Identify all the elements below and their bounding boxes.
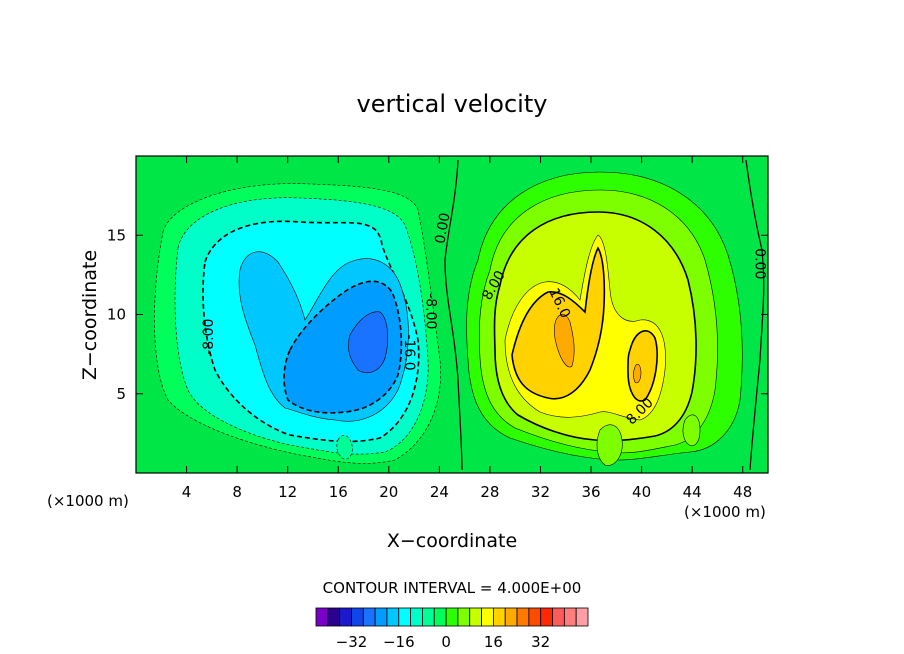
colorbar-swatch [492,607,506,627]
colorbar-swatch [504,607,518,627]
x-tick-label: 36 [581,483,600,501]
y-tick-label: 15 [107,226,126,244]
colorbar-swatch [528,607,542,627]
colorbar-tick-label: 32 [531,633,550,651]
x-tick-label: 8 [232,483,242,501]
x-tick-label: 32 [531,483,550,501]
colorbar-swatch [327,607,341,627]
colorbar-swatch [362,607,376,627]
colorbar-swatch [339,607,352,627]
contour-field [136,156,768,473]
colorbar-swatch [398,607,412,627]
colorbar-swatch [563,607,577,627]
x-tick-label: 4 [182,483,192,501]
colorbar-swatch [351,607,364,627]
colorbar-tick-label: 0 [441,633,451,651]
colorbar-swatch [552,607,565,627]
contour-fill-pos24 [553,313,575,368]
colorbar-swatch [469,607,482,627]
colorbar-swatch [457,607,471,627]
colorbar-swatch [516,607,530,627]
contour-bottom-blob-2 [596,424,623,466]
contour-fill-neg24 [348,311,389,373]
x-axis-ticks: 4 8 12 16 20 24 28 32 36 40 44 48 [182,156,752,501]
colorbar-tick-label: 16 [484,633,503,651]
contour-fill-pos24b [633,363,642,384]
contour-label: -8.00 [423,293,439,329]
colorbar-tick-label: −16 [383,633,415,651]
x-unit-right: (×1000 m) [684,503,766,521]
x-tick-label: 16 [329,483,348,501]
contour-fill-pos20b [627,330,658,402]
colorbar-swatch [575,607,589,627]
contour-label: -8.00 [201,319,217,355]
x-tick-label: 20 [379,483,398,501]
contour-bottom-blob-3 [682,414,701,446]
contour-label: -16.0 [401,334,417,370]
contour-label: 0.00 [751,248,767,279]
colorbar-swatch [315,607,329,627]
chart-title: vertical velocity [357,90,548,118]
colorbar-swatch [433,607,447,627]
colorbar-swatch [422,607,435,627]
y-tick-label: 5 [116,385,126,403]
colorbar-swatch [374,607,388,627]
colorbar-swatch [410,607,423,627]
contour-line-zero-center [444,159,463,471]
colorbar-swatch [386,607,400,627]
x-tick-label: 24 [430,483,449,501]
y-tick-label: 10 [107,306,126,324]
colorbar-swatch [445,607,459,627]
colorbar-swatch [481,607,494,627]
contour-label: 0.00 [432,211,453,244]
x-unit-left: (×1000 m) [47,492,129,510]
colorbar [315,607,589,627]
colorbar-tick-labels: −32 −16 0 16 32 [336,633,551,651]
colorbar-tick-label: −32 [336,633,368,651]
x-tick-label: 48 [733,483,752,501]
contour-interval-text: CONTOUR INTERVAL = 4.000E+00 [323,579,582,597]
x-tick-label: 12 [278,483,297,501]
x-axis-label: X−coordinate [387,530,517,552]
y-axis-label: Z−coordinate [79,250,101,380]
x-tick-label: 44 [683,483,702,501]
x-tick-label: 40 [632,483,651,501]
contour-line-zero-right [745,159,765,471]
colorbar-swatch [540,607,553,627]
contour-bottom-blob-1 [336,435,353,460]
y-axis-ticks: 5 10 15 [107,226,768,403]
x-tick-label: 28 [480,483,499,501]
